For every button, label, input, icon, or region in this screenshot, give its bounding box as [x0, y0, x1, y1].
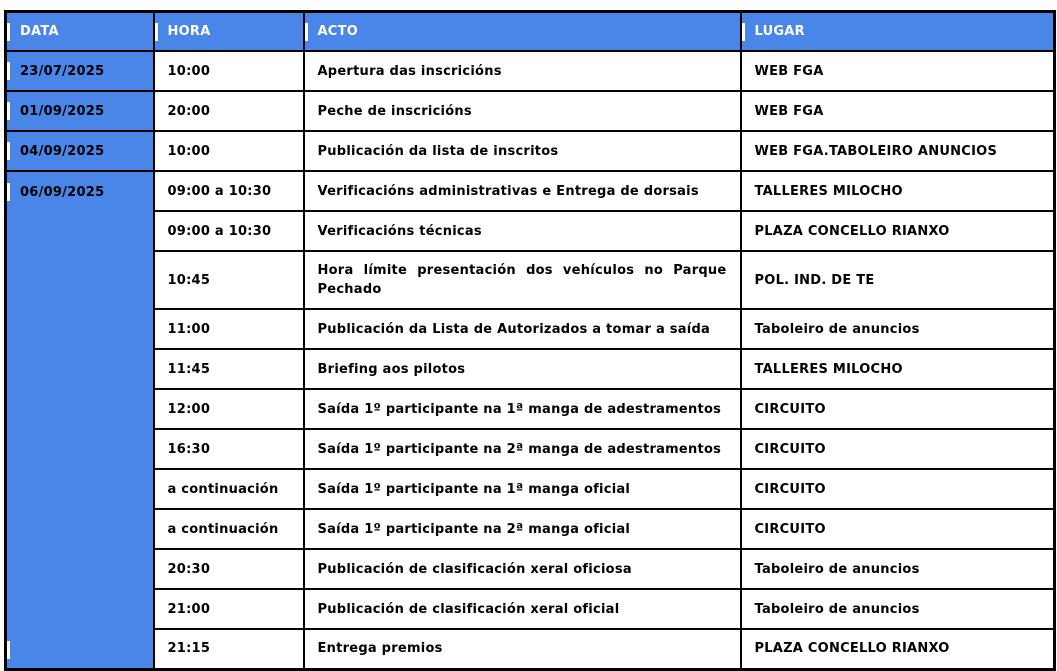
event-cell: Saída 1º participante na 2ª manga de ade…: [302, 428, 742, 470]
table-row: 11:00 Publicación da Lista de Autorizados…: [6, 308, 1056, 350]
place-cell: CIRCUITO: [739, 428, 1056, 470]
time-cell: a continuación: [152, 468, 305, 510]
place-cell: Taboleiro de anuncios: [739, 308, 1056, 350]
table-row: 04/09/2025 10:00 Publicación da lista de i…: [4, 130, 1056, 172]
time-cell: 09:00 a 10:30: [152, 210, 305, 252]
place-cell: TALLERES MILOCHO: [739, 348, 1056, 390]
event-cell: Publicación da Lista de Autorizados a to…: [302, 308, 742, 350]
place-cell: CIRCUITO: [739, 468, 1056, 510]
table-row: 21:15 Entrega premios PLAZA CONCELLO RIANX…: [6, 628, 1056, 670]
place-cell: WEB FGA: [739, 90, 1056, 132]
schedule-table: DATA HORA ACTO LUGAR 23/07/2025 10:00 Aper…: [4, 10, 1056, 671]
event-cell: Saída 1º participante na 2ª manga oficia…: [302, 508, 742, 550]
time-cell: 09:00 a 10:30: [152, 170, 305, 212]
date-cell: 23/07/2025: [4, 50, 155, 92]
place-cell: PLAZA CONCELLO RIANXO: [739, 210, 1056, 252]
table-row: a continuación Saída 1º participante na 2…: [6, 508, 1056, 550]
table-row: a continuación Saída 1º participante na 1…: [6, 468, 1056, 510]
event-cell: Entrega premios: [302, 628, 742, 670]
place-cell: WEB FGA.TABOLEIRO ANUNCIOS: [739, 130, 1056, 172]
column-header-lugar: LUGAR: [739, 10, 1056, 52]
time-cell: a continuación: [152, 508, 305, 550]
time-cell: 11:45: [152, 348, 305, 390]
header-row: DATA HORA ACTO LUGAR: [4, 10, 1056, 52]
table-row: 16:30 Saída 1º participante na 2ª manga d…: [6, 428, 1056, 470]
event-schedule: DATA HORA ACTO LUGAR 23/07/2025 10:00 Aper…: [4, 10, 1056, 671]
table-row: 01/09/2025 20:00 Peche de inscricións WEB F…: [4, 90, 1056, 132]
event-cell: Peche de inscricións: [302, 90, 742, 132]
time-cell: 20:00: [152, 90, 305, 132]
column-header-hora: HORA: [152, 10, 305, 52]
event-cell: Saída 1º participante na 1ª manga oficia…: [302, 468, 742, 510]
event-cell: Briefing aos pilotos: [302, 348, 742, 390]
event-cell: Saída 1º participante na 1ª manga de ade…: [302, 388, 742, 430]
table-row: 06/09/2025 09:00 a 10:30 Verificacións adm…: [4, 170, 1056, 670]
event-cell: Hora límite presentación dos vehículos n…: [302, 250, 742, 310]
time-cell: 10:00: [152, 130, 305, 172]
event-cell: Publicación de clasificación xeral ofici…: [302, 548, 742, 590]
time-cell: 10:00: [152, 50, 305, 92]
place-cell: CIRCUITO: [739, 508, 1056, 550]
event-cell: Verificacións administrativas e Entrega …: [302, 170, 742, 212]
place-cell: PLAZA CONCELLO RIANXO: [739, 628, 1056, 670]
table-row: 10:45 Hora límite presentación dos vehícu…: [6, 250, 1056, 310]
time-cell: 10:45: [152, 250, 305, 310]
event-cell: Publicación de clasificación xeral ofici…: [302, 588, 742, 630]
time-cell: 12:00: [152, 388, 305, 430]
table-row: 11:45 Briefing aos pilotos TALLERES MILOCH…: [6, 348, 1056, 390]
time-cell: 20:30: [152, 548, 305, 590]
date-cell: 01/09/2025: [4, 90, 155, 132]
place-cell: WEB FGA: [739, 50, 1056, 92]
time-cell: 16:30: [152, 428, 305, 470]
column-header-data: DATA: [4, 10, 155, 52]
time-cell: 21:15: [152, 628, 305, 670]
place-cell: Taboleiro de anuncios: [739, 588, 1056, 630]
table-row: 09:00 a 10:30 Verificacións técnicas PLAZA…: [6, 210, 1056, 252]
event-cell: Apertura das inscricións: [302, 50, 742, 92]
table-row: 20:30 Publicación de clasificación xeral …: [6, 548, 1056, 590]
event-cell: Verificacións técnicas: [302, 210, 742, 252]
place-cell: CIRCUITO: [739, 388, 1056, 430]
date-cell: 04/09/2025: [4, 130, 155, 172]
column-header-acto: ACTO: [302, 10, 742, 52]
table-row: 23/07/2025 10:00 Apertura das inscricións W…: [4, 50, 1056, 92]
place-cell: Taboleiro de anuncios: [739, 548, 1056, 590]
table-row: 12:00 Saída 1º participante na 1ª manga d…: [6, 388, 1056, 430]
time-cell: 11:00: [152, 308, 305, 350]
event-cell: Publicación da lista de inscritos: [302, 130, 742, 172]
place-cell: POL. IND. DE TE: [739, 250, 1056, 310]
date-cell: 06/09/2025: [4, 170, 155, 670]
time-cell: 21:00: [152, 588, 305, 630]
place-cell: TALLERES MILOCHO: [739, 170, 1056, 212]
table-body: 23/07/2025 10:00 Apertura das inscricións W…: [4, 50, 1056, 670]
table-row: 21:00 Publicación de clasificación xeral …: [6, 588, 1056, 630]
